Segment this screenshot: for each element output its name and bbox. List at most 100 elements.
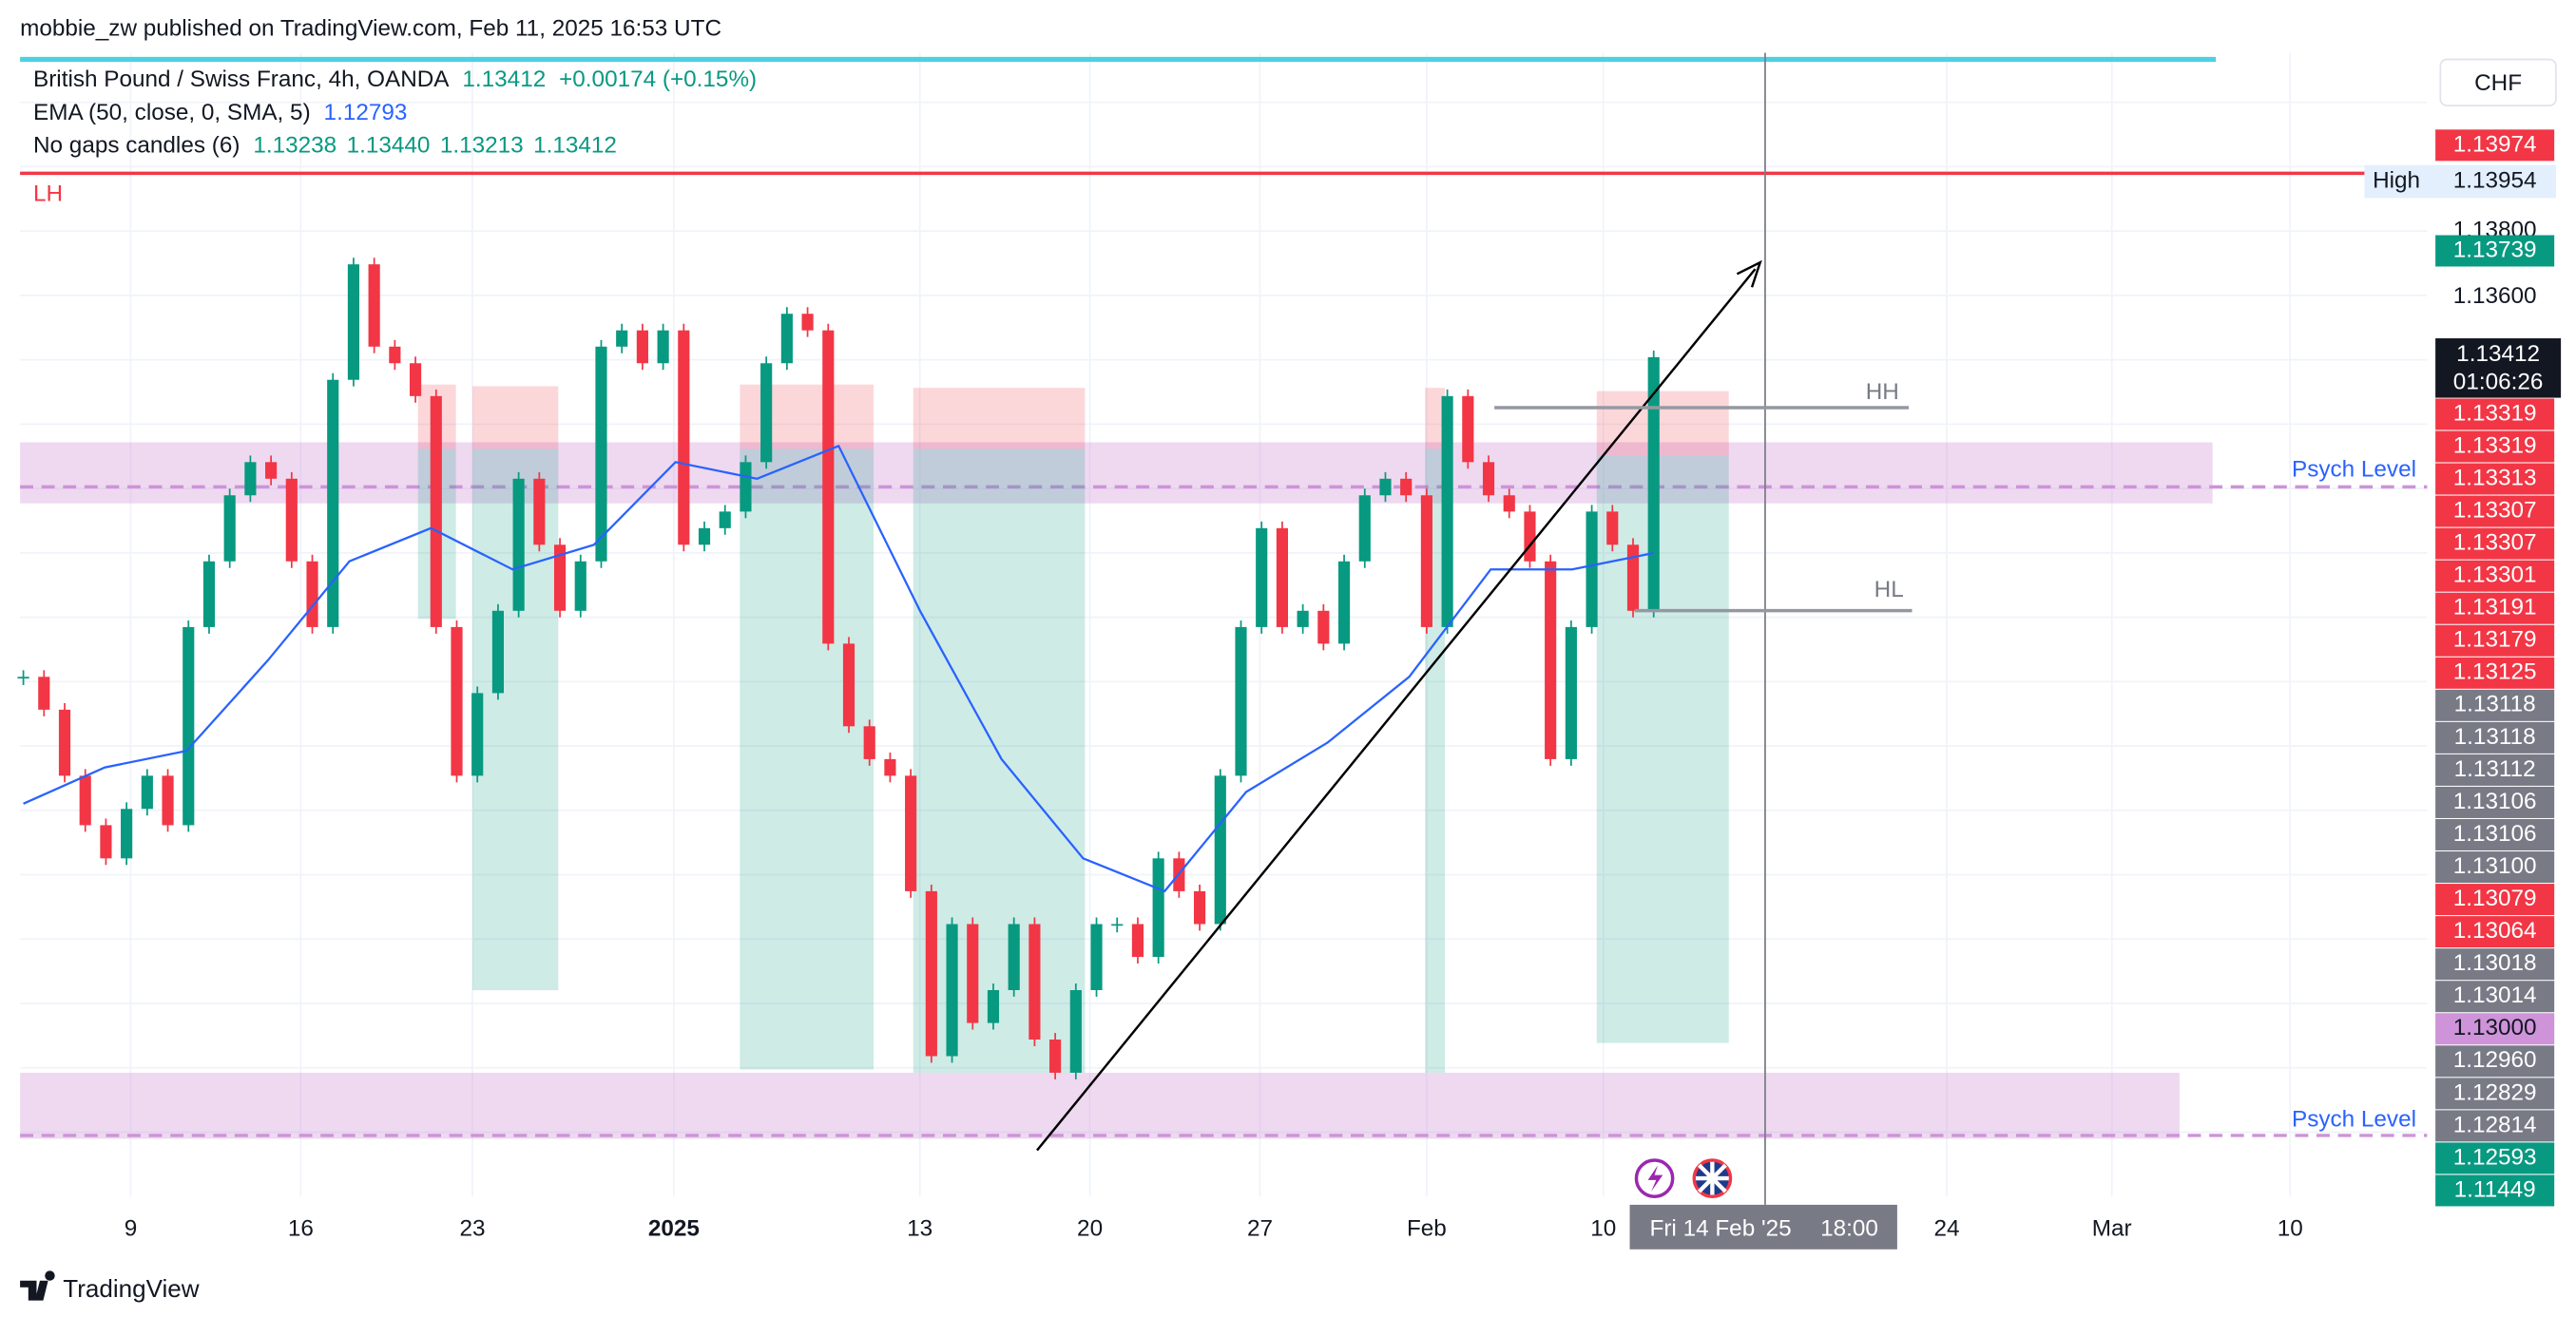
price-label: 1.13739 xyxy=(2453,237,2537,262)
candle-body xyxy=(1379,478,1392,496)
price-label: 1.12960 xyxy=(2453,1047,2537,1073)
candle-body xyxy=(306,561,318,627)
price-label-box xyxy=(2435,527,2555,560)
candle-body xyxy=(760,363,773,463)
candle-body xyxy=(1565,626,1577,759)
candle-body xyxy=(533,478,546,545)
candle-body xyxy=(1235,626,1247,776)
candle-body xyxy=(925,890,937,1057)
candle-body xyxy=(1090,924,1103,990)
price-label: 1.13106 xyxy=(2453,789,2537,814)
price-label: 1.13118 xyxy=(2454,724,2536,750)
price-label-box xyxy=(2435,235,2555,267)
y-tick-label: 1.13600 xyxy=(2453,283,2537,309)
price-label-box xyxy=(2435,1110,2555,1142)
x-tick-label: 10 xyxy=(2278,1215,2303,1241)
price-label: 1.13301 xyxy=(2453,563,2537,588)
price-label-box xyxy=(2435,560,2555,592)
price-label: 1.13000 xyxy=(2453,1015,2537,1040)
price-label: 1.13118 xyxy=(2454,692,2536,717)
crosshair-date: Fri 14 Feb '25 xyxy=(1649,1215,1791,1241)
candle-body xyxy=(967,924,979,1023)
crosshair-time: 18:00 xyxy=(1820,1215,1878,1241)
currency: CHF xyxy=(2474,70,2522,96)
candle-body xyxy=(327,379,339,627)
price-label-box xyxy=(2435,721,2555,754)
candle-body xyxy=(347,264,360,380)
candle-body xyxy=(719,511,731,528)
price-label-box xyxy=(2435,884,2555,916)
candle-body xyxy=(1647,356,1660,611)
candle-body xyxy=(1276,527,1288,627)
candle-body xyxy=(801,314,814,331)
ema-name: EMA (50, close, 0, SMA, 5) xyxy=(33,100,311,125)
currency-button[interactable] xyxy=(2439,58,2557,107)
candle-body xyxy=(1069,989,1082,1073)
candle-body xyxy=(1049,1040,1062,1073)
candle-body xyxy=(1297,610,1309,627)
candles xyxy=(17,258,1660,1079)
candle-body xyxy=(698,527,711,545)
price-label: 1.13307 xyxy=(2453,497,2537,523)
ohlc: 1.13412 xyxy=(533,133,617,159)
last-price: 1.13412 xyxy=(2456,341,2540,367)
ohlc: 1.13440 xyxy=(347,133,431,159)
candle-body xyxy=(38,677,50,710)
candle-body xyxy=(491,610,504,694)
candle-body xyxy=(822,330,835,644)
price-label-box xyxy=(2435,1174,2555,1207)
candle-body xyxy=(223,495,236,562)
price-label: 1.13112 xyxy=(2454,756,2536,782)
target-zone xyxy=(740,449,875,1070)
high-name: High xyxy=(2373,167,2420,193)
price-label: 1.13319 xyxy=(2453,432,2537,458)
candle-body xyxy=(162,775,174,826)
candle-body xyxy=(553,544,567,611)
legend-candles: No gaps candles (6) 1.13238 1.13440 1.13213… xyxy=(33,133,617,159)
candle-body xyxy=(1008,924,1020,990)
position-stops xyxy=(417,384,1729,456)
candle-body xyxy=(946,924,958,1057)
legend-ema: EMA (50, close, 0, SMA, 5) 1.12793 xyxy=(33,100,407,125)
ohlc: 1.13213 xyxy=(440,133,524,159)
candle-body xyxy=(1586,511,1598,627)
high-box xyxy=(2364,164,2556,199)
price-label-box xyxy=(2435,981,2555,1013)
psych-zone xyxy=(20,442,2213,504)
x-tick-label: 13 xyxy=(907,1215,932,1241)
price-label: 1.13106 xyxy=(2453,821,2537,847)
psych-label: Psych Level xyxy=(2292,1107,2416,1133)
psych-label: Psych Level xyxy=(2292,456,2416,482)
price-label-box xyxy=(2435,754,2555,786)
time-axis: 9 16 23 2025 13 20 27 Feb 10 24 Mar 10 xyxy=(125,1215,2303,1241)
candle-body xyxy=(574,561,586,611)
x-tick-label: Mar xyxy=(2092,1215,2132,1241)
hl-label: HL xyxy=(1874,577,1904,602)
candle-body xyxy=(1214,775,1226,925)
candle-body xyxy=(1503,495,1515,512)
candle-body xyxy=(389,346,401,364)
price-label: 1.13064 xyxy=(2453,918,2537,944)
price-label-box xyxy=(2435,1013,2555,1045)
price-label-box xyxy=(2435,948,2555,981)
candle-body xyxy=(1400,478,1413,496)
candle-body xyxy=(1194,890,1206,925)
price-label-box xyxy=(2435,1045,2555,1078)
price-label-box xyxy=(2435,495,2555,527)
price-label-box xyxy=(2435,1078,2555,1110)
price-label: 1.13100 xyxy=(2453,853,2537,879)
candle-body xyxy=(471,693,484,776)
price-label-box xyxy=(2435,592,2555,624)
candle-body xyxy=(657,330,669,364)
candle-body xyxy=(987,989,1000,1023)
candles-name: No gaps candles (6) xyxy=(33,133,240,159)
price-label-box xyxy=(2435,129,2555,162)
stop-zone xyxy=(1425,388,1445,449)
trendline-arrow xyxy=(1736,259,1762,288)
candle-body xyxy=(616,330,628,347)
candle-body xyxy=(1420,495,1432,627)
price-label-box xyxy=(2435,1142,2555,1174)
stop-zone xyxy=(740,384,875,449)
